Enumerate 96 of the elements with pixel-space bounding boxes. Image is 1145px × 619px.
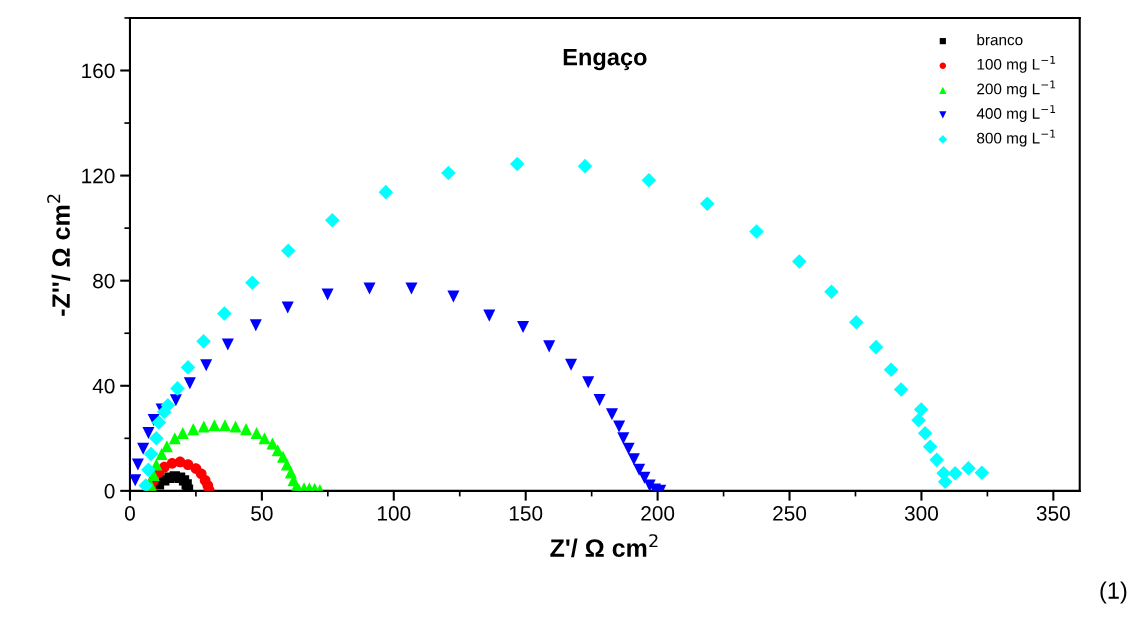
legend-label: 800 mg L$^{−1}$ — [977, 129, 1056, 147]
point — [240, 423, 253, 436]
point — [229, 420, 242, 433]
point — [281, 301, 294, 314]
x-tick-label: 150 — [509, 506, 543, 521]
point — [160, 397, 176, 413]
x-axis-title: Z'/ Ω cm$^{2}$ — [550, 534, 658, 558]
point — [641, 173, 657, 188]
x-tick-label: 350 — [1036, 506, 1070, 521]
point — [218, 419, 231, 432]
y-tick-label: 80 — [93, 273, 115, 289]
point — [363, 282, 376, 295]
point — [441, 165, 456, 181]
point — [638, 471, 651, 484]
point — [917, 426, 933, 441]
point — [922, 439, 938, 455]
point — [565, 358, 578, 371]
point — [249, 319, 262, 332]
legend-label: 200 mg L$^{−1}$ — [977, 80, 1056, 98]
point — [258, 432, 271, 445]
point — [911, 412, 926, 428]
point — [183, 377, 196, 390]
point — [142, 427, 155, 440]
point — [143, 446, 159, 462]
point — [577, 158, 593, 174]
point — [325, 212, 340, 228]
point — [613, 420, 626, 433]
point — [200, 359, 213, 372]
point — [196, 334, 211, 349]
point — [138, 478, 154, 491]
point — [217, 306, 232, 321]
y-tick-label: 0 — [104, 483, 115, 499]
x-tick-label: 250 — [773, 506, 807, 521]
point — [792, 254, 807, 269]
point — [961, 460, 976, 476]
point — [868, 339, 884, 355]
point — [633, 463, 646, 476]
point — [250, 427, 263, 440]
point — [622, 442, 635, 455]
point — [131, 458, 144, 471]
x-tick-label: 0 — [124, 506, 135, 521]
point — [824, 284, 839, 299]
point — [378, 184, 394, 200]
point — [617, 432, 630, 445]
point — [129, 474, 142, 487]
y-tick-label: 40 — [92, 378, 115, 394]
text: Engaço — [563, 49, 647, 71]
point — [147, 469, 160, 482]
point — [168, 432, 181, 445]
legend-label: branco — [977, 34, 1023, 46]
x-tick-label: 300 — [904, 506, 939, 521]
point — [197, 420, 210, 433]
point — [605, 408, 618, 421]
point — [627, 453, 640, 466]
point — [221, 338, 234, 351]
point — [913, 402, 929, 417]
point — [509, 156, 525, 172]
point — [593, 393, 606, 406]
legend-label: 400 mg L$^{−1}$ — [976, 105, 1056, 122]
point — [848, 314, 864, 330]
point — [180, 360, 196, 375]
point — [208, 419, 221, 432]
point — [699, 196, 715, 211]
y-tick-label: 120 — [82, 168, 115, 184]
x-tick-label: 100 — [378, 506, 411, 521]
point — [893, 382, 909, 397]
y-axis-title: -Z''/ Ω cm$^{2}$ — [47, 194, 71, 316]
point — [141, 462, 156, 478]
point — [405, 282, 418, 295]
point — [749, 224, 764, 239]
point — [543, 340, 556, 353]
point — [280, 243, 296, 259]
point — [929, 452, 945, 468]
legend-label: 100 mg L$^{−1}$ — [977, 55, 1056, 73]
x-tick-label: 50 — [251, 506, 273, 521]
point — [170, 381, 185, 396]
point — [169, 394, 182, 407]
text: (1) — [1100, 581, 1127, 604]
point — [483, 309, 496, 322]
point — [937, 474, 953, 489]
point — [176, 427, 189, 440]
point — [155, 448, 168, 461]
point — [974, 465, 990, 481]
point — [149, 431, 164, 446]
point — [517, 320, 530, 333]
point — [187, 423, 200, 436]
point — [447, 290, 460, 303]
point — [947, 465, 963, 481]
y-tick-label: 160 — [82, 63, 115, 79]
point — [582, 376, 595, 389]
point — [321, 288, 334, 301]
point — [151, 415, 167, 430]
x-tick-label: 200 — [641, 506, 675, 521]
point — [137, 442, 150, 455]
point — [245, 275, 260, 291]
point — [883, 362, 899, 378]
